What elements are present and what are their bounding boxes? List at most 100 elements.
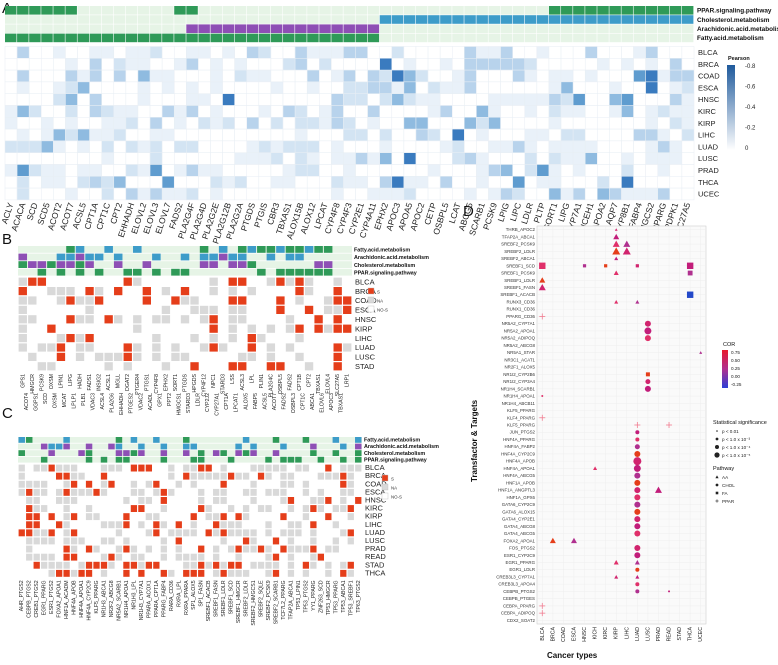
heatmap-cell bbox=[238, 277, 247, 286]
heatmap-cell bbox=[367, 58, 380, 71]
heatmap-cell bbox=[536, 81, 550, 94]
heatmap-cell bbox=[367, 105, 380, 118]
heatmap-cell bbox=[213, 537, 220, 545]
track-cell bbox=[77, 6, 90, 15]
heatmap-cell bbox=[306, 105, 320, 118]
heatmap-cell bbox=[669, 81, 683, 94]
heatmap-cell bbox=[276, 296, 285, 305]
heatmap-cell bbox=[314, 343, 323, 352]
heatmap-cell bbox=[621, 105, 634, 118]
heatmap-cell bbox=[403, 128, 417, 142]
heatmap-cell bbox=[287, 537, 295, 545]
track-cell bbox=[669, 24, 682, 33]
heatmap-cell bbox=[343, 152, 356, 165]
track-cell bbox=[452, 24, 464, 33]
heatmap-cell bbox=[100, 521, 108, 529]
heatmap-cell bbox=[161, 105, 175, 118]
heatmap-cell bbox=[33, 505, 40, 512]
heatmap-cell bbox=[536, 46, 550, 59]
heatmap-cell bbox=[145, 497, 153, 504]
track-cell bbox=[246, 15, 259, 24]
track-cell bbox=[222, 15, 235, 24]
heatmap-cell bbox=[669, 164, 683, 177]
track-cell bbox=[186, 6, 198, 15]
heatmap-cell bbox=[18, 287, 27, 296]
heatmap-cell bbox=[669, 152, 683, 165]
track-cell bbox=[138, 443, 145, 450]
track-label: Fatty.acid.metabolism bbox=[354, 248, 410, 254]
heatmap-cell bbox=[355, 152, 368, 165]
heatmap-cell bbox=[41, 69, 54, 83]
heatmap-cell bbox=[210, 69, 223, 83]
heatmap-cell bbox=[26, 464, 33, 472]
heatmap-cell bbox=[621, 152, 634, 165]
heatmap-cell bbox=[41, 464, 48, 472]
heatmap-cell bbox=[306, 164, 320, 177]
heatmap-cell bbox=[238, 324, 247, 333]
heatmap-cell bbox=[173, 46, 187, 59]
heatmap-cell bbox=[633, 176, 646, 189]
heatmap-cell bbox=[304, 352, 314, 361]
heatmap-cell bbox=[343, 140, 356, 153]
heatmap-cell bbox=[173, 93, 187, 106]
marker-fa bbox=[687, 270, 693, 276]
pair-label: GATA4_ABCG8 bbox=[504, 524, 536, 529]
heatmap-cell bbox=[669, 93, 683, 106]
heatmap-cell bbox=[323, 287, 333, 296]
track-cell bbox=[75, 253, 85, 261]
heatmap-cell bbox=[340, 545, 347, 553]
track-cell bbox=[379, 6, 392, 15]
legend-label-nosig: NO-S bbox=[377, 308, 388, 313]
heatmap-cell bbox=[234, 58, 248, 71]
pair-label: NR5A2_ADIPOQ bbox=[501, 336, 535, 341]
pair-label: SREBF1_FASN bbox=[214, 580, 220, 617]
track-cell bbox=[125, 33, 138, 43]
heatmap-cell bbox=[115, 480, 123, 488]
track-cell bbox=[48, 443, 55, 450]
heatmap-cell bbox=[70, 529, 78, 537]
heatmap-cell bbox=[476, 152, 489, 165]
heatmap-cell bbox=[186, 140, 199, 153]
heatmap-cell bbox=[4, 117, 18, 130]
heatmap-cell bbox=[168, 537, 175, 545]
heatmap-cell bbox=[18, 277, 27, 286]
heatmap-cell bbox=[78, 537, 85, 545]
heatmap-cell bbox=[55, 505, 63, 512]
heatmap-cell bbox=[238, 287, 247, 296]
heatmap-cell bbox=[331, 81, 344, 94]
heatmap-cell bbox=[548, 81, 562, 94]
heatmap-cell bbox=[560, 93, 574, 106]
heatmap-cell bbox=[180, 343, 190, 352]
gene-label: ABCA1 bbox=[310, 393, 316, 410]
heatmap-cell bbox=[633, 58, 646, 71]
heatmap-cell bbox=[340, 497, 347, 504]
track-cell bbox=[270, 6, 283, 15]
cancer-label: KIRP bbox=[698, 119, 716, 128]
marker-fa bbox=[635, 264, 639, 268]
heatmap-cell bbox=[476, 46, 489, 59]
heatmap-cell bbox=[37, 315, 47, 324]
heatmap-cell bbox=[115, 529, 123, 537]
pearson-colorbar bbox=[727, 65, 735, 150]
heatmap-cell bbox=[100, 513, 108, 521]
heatmap-cell bbox=[28, 334, 37, 343]
heatmap-cell bbox=[235, 497, 242, 504]
track-cell bbox=[186, 15, 198, 24]
cancer-label: UCEC bbox=[698, 190, 720, 199]
heatmap-cell bbox=[295, 296, 304, 305]
heatmap-cell bbox=[210, 140, 223, 153]
heatmap-cell bbox=[183, 464, 190, 472]
pair-label: GATA6_ALOX15 bbox=[502, 509, 535, 514]
track-cell bbox=[77, 15, 90, 24]
heatmap-cell bbox=[669, 117, 683, 130]
heatmap-cell bbox=[190, 488, 197, 496]
heatmap-cell bbox=[282, 187, 296, 201]
heatmap-cell bbox=[524, 128, 538, 142]
heatmap-cell bbox=[175, 480, 182, 488]
heatmap-cell bbox=[250, 553, 257, 561]
heatmap-cell bbox=[219, 362, 228, 371]
heatmap-cell bbox=[173, 81, 187, 94]
track-cell bbox=[266, 253, 276, 261]
track-cell bbox=[25, 437, 33, 443]
heatmap-cell bbox=[94, 315, 104, 324]
